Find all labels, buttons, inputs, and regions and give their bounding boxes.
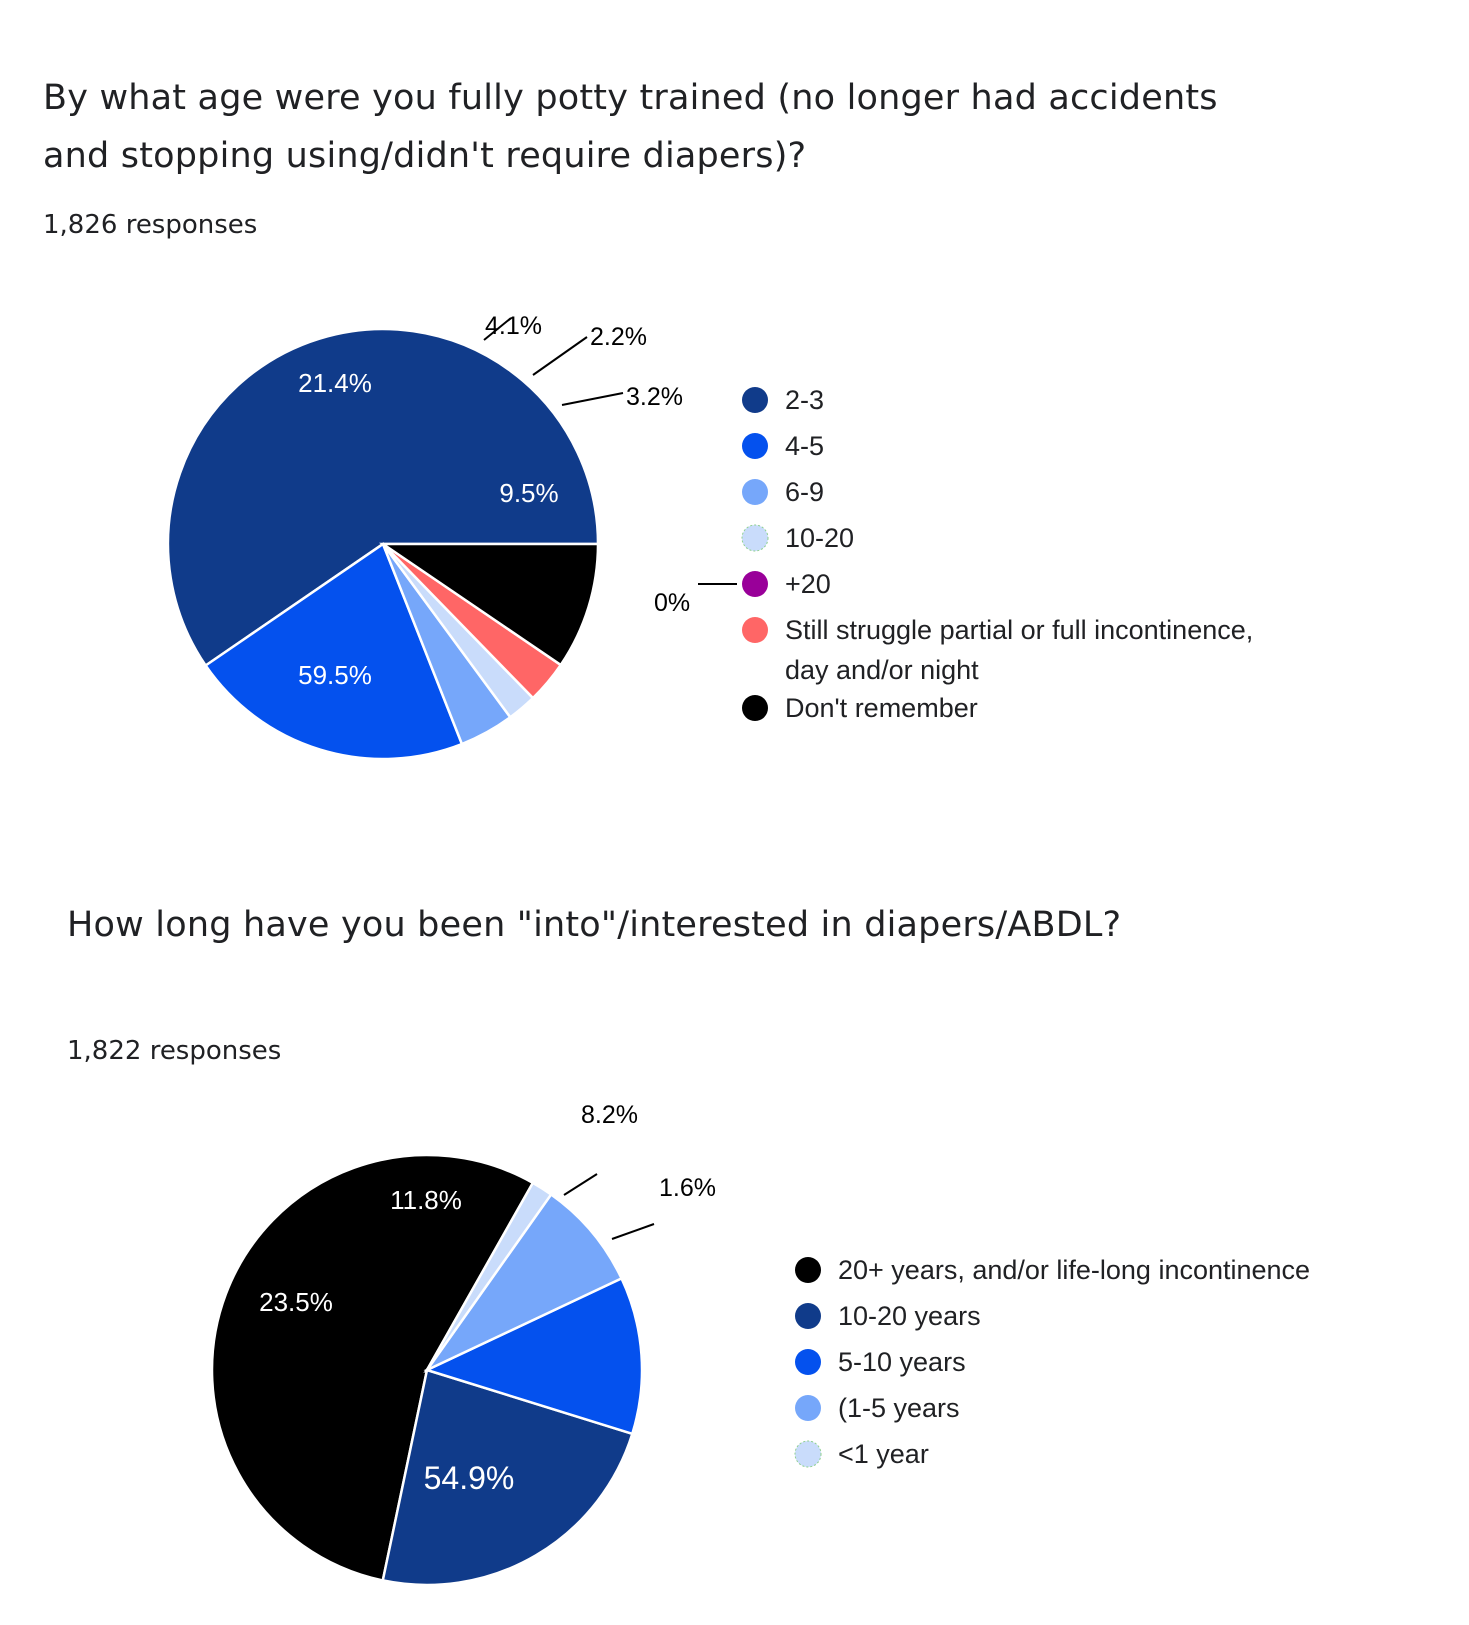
pie-slice-1-5-years-3 bbox=[423, 1192, 624, 1374]
legend-item-10-20-years-1: 10-20 years bbox=[795, 1301, 981, 1331]
slice-value-label-4-5-1: 21.4% bbox=[298, 368, 372, 398]
legend-swatch bbox=[742, 433, 768, 459]
slice-value-label-1-5-years-3: 8.2% bbox=[581, 1101, 638, 1129]
leader-line-1-5-years-3 bbox=[563, 1173, 598, 1196]
legend-swatch bbox=[795, 1349, 821, 1375]
question-1-response-count: 1,826 responses bbox=[43, 210, 258, 240]
slice-value-label-10-20-years-1: 23.5% bbox=[259, 1287, 333, 1317]
legend-swatch bbox=[795, 1395, 821, 1421]
legend-swatch bbox=[742, 387, 768, 413]
slice-value-label-20-4: 0% bbox=[654, 589, 690, 617]
pie-slice-4-5-1 bbox=[203, 542, 464, 761]
leader-line-still-struggle-partial-or-full-incontinence-day-and-or-night-5 bbox=[561, 392, 624, 406]
slice-value-label-still-struggle-partial-or-full-incontinence-day-and-or-night-5: 3.2% bbox=[626, 383, 683, 411]
legend-label: +20 bbox=[785, 569, 831, 599]
chart-legend: 2-3 4-5 6-9 10-20 +20 Still struggle partial … bbox=[741, 385, 1253, 723]
pie-slice-2-3-0 bbox=[166, 327, 600, 668]
legend-item-1-year-4: <1 year bbox=[794, 1439, 929, 1469]
question-2-title: How long have you been "into"/interested… bbox=[67, 905, 1122, 945]
legend-label: 10-20 years bbox=[838, 1301, 981, 1331]
pie-chart-abdl-duration: 54.9% 23.5% 11.8% 8.2% 1.6% 20+ years, and/or… bbox=[210, 1101, 1310, 1587]
slice-value-label-2-3-0: 59.5% bbox=[298, 660, 372, 690]
legend-label: <1 year bbox=[838, 1439, 929, 1469]
legend-item-still-struggle-partial-or-full-incontinence-day-and-or-night-5: Still struggle partial or full incontine… bbox=[742, 615, 1253, 685]
legend-item-6-9-2: 6-9 bbox=[742, 477, 824, 507]
leader-line-1-year-4 bbox=[611, 1223, 655, 1240]
legend-swatch bbox=[742, 479, 768, 505]
slice-value-label-6-9-2: 4.1% bbox=[485, 312, 542, 340]
slice-value-label-10-20-3: 2.2% bbox=[590, 323, 647, 351]
legend-label: 10-20 bbox=[785, 523, 854, 553]
question-1-title: By what age were you fully potty trained… bbox=[43, 78, 1218, 176]
legend-swatch bbox=[742, 695, 768, 721]
slice-value-label-20-years-and-or-life-long-incontinence-0: 54.9% bbox=[424, 1460, 515, 1496]
pie-slice-5-10-years-2 bbox=[423, 1276, 644, 1436]
legend-label: 6-9 bbox=[785, 477, 824, 507]
legend-item-20-years-and-or-life-long-incontinence-0: 20+ years, and/or life-long incontinence bbox=[795, 1255, 1310, 1285]
legend-label: 4-5 bbox=[785, 431, 824, 461]
legend-label: 5-10 years bbox=[838, 1347, 966, 1377]
legend-item-don-t-remember-6: Don't remember bbox=[742, 693, 978, 723]
legend-label: Don't remember bbox=[785, 693, 978, 723]
legend-item-2-3-0: 2-3 bbox=[742, 385, 824, 415]
pie-value-labels: 59.5% 21.4% 4.1% 2.2% 3.2% 9.5% 0% bbox=[298, 312, 737, 690]
legend-item-5-10-years-2: 5-10 years bbox=[795, 1347, 966, 1377]
pie-slice-20-years-and-or-life-long-incontinence-0 bbox=[210, 1153, 535, 1582]
legend-label: 20+ years, and/or life-long incontinence bbox=[838, 1255, 1310, 1285]
legend-swatch bbox=[795, 1303, 821, 1329]
question-2-response-count: 1,822 responses bbox=[67, 1036, 282, 1066]
pie-value-labels: 54.9% 23.5% 11.8% 8.2% 1.6% bbox=[259, 1101, 716, 1496]
pie-slice-don-t-remember-6 bbox=[378, 542, 600, 667]
legend-label: Still struggle partial or full incontine… bbox=[785, 615, 1253, 685]
pie-slices bbox=[210, 1153, 644, 1587]
legend-swatch bbox=[741, 524, 769, 552]
legend-item-10-20-3: 10-20 bbox=[741, 523, 854, 553]
legend-item-4-5-1: 4-5 bbox=[742, 431, 824, 461]
slice-value-label-1-year-4: 1.6% bbox=[659, 1174, 716, 1202]
legend-label: (1-5 years bbox=[838, 1393, 960, 1423]
pie-slices bbox=[166, 327, 600, 761]
pie-slice-10-20-years-1 bbox=[381, 1368, 634, 1587]
legend-item-20-4: +20 bbox=[742, 569, 831, 599]
pie-slice-1-year-4 bbox=[425, 1181, 553, 1371]
pie-chart-potty-training: 59.5% 21.4% 4.1% 2.2% 3.2% 9.5% 0% 2-3 4-5 6-9 10-… bbox=[166, 312, 1253, 761]
legend-swatch bbox=[742, 617, 768, 643]
slice-value-label-5-10-years-2: 11.8% bbox=[390, 1185, 462, 1215]
legend-swatch bbox=[742, 571, 768, 597]
leader-line-6-9-2 bbox=[483, 317, 512, 341]
legend-label: 2-3 bbox=[785, 385, 824, 415]
slice-value-label-don-t-remember-6: 9.5% bbox=[499, 478, 558, 508]
leader-line-10-20-3 bbox=[532, 336, 588, 376]
legend-swatch bbox=[795, 1257, 821, 1283]
legend-swatch bbox=[794, 1440, 822, 1468]
legend-item-1-5-years-3: (1-5 years bbox=[795, 1393, 960, 1423]
chart-legend: 20+ years, and/or life-long incontinence… bbox=[794, 1255, 1310, 1469]
